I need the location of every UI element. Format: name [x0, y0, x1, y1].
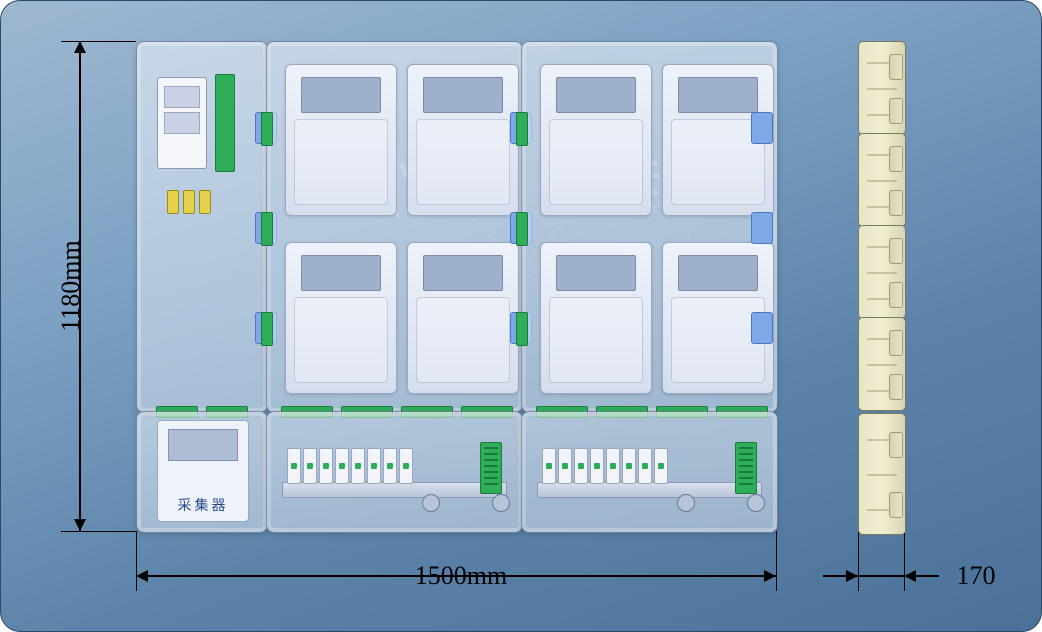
terminal-strip: [215, 74, 235, 172]
dim-line-depth: [823, 575, 939, 577]
arrow-left-icon: [904, 570, 916, 582]
terminal-strip: [516, 212, 528, 246]
panel-control: [136, 41, 268, 413]
knob: [492, 494, 510, 512]
mini-breaker-row: [542, 448, 668, 484]
fuse-row: [167, 190, 211, 214]
meter-module: [285, 64, 397, 216]
mini-breaker-row: [287, 448, 413, 484]
dim-depth-label: 170: [941, 561, 1011, 591]
din-rail: [537, 482, 762, 498]
panel-meters-a: [266, 41, 523, 413]
knob: [747, 494, 765, 512]
panel-meters-b: [521, 41, 778, 413]
hinge-clip: [751, 112, 773, 144]
dim-height-label: 1180mm: [56, 226, 86, 346]
side-section: [858, 41, 906, 135]
hinge-clip: [751, 212, 773, 244]
tick: [61, 41, 136, 42]
terminal-strip: [516, 112, 528, 146]
collector-module: 采集器: [157, 420, 249, 522]
tick: [136, 531, 137, 591]
knob: [677, 494, 695, 512]
diagram-frame: 恒 港 1180mm 1500mm 170: [0, 0, 1042, 632]
side-section-bottom: [858, 413, 906, 535]
arrow-right-icon: [764, 570, 776, 582]
hinge-clip: [751, 312, 773, 344]
side-section: [858, 225, 906, 319]
meter-module: [540, 242, 652, 394]
meter-module: [407, 64, 519, 216]
panel-breakers-a: [266, 411, 523, 533]
side-section: [858, 133, 906, 227]
meter-module: [407, 242, 519, 394]
terminal-block: [735, 442, 757, 494]
dim-width-label: 1500mm: [381, 561, 541, 591]
terminal-strip: [261, 112, 273, 146]
terminal-strip: [261, 212, 273, 246]
panel-breakers-b: [521, 411, 778, 533]
arrow-down-icon: [74, 519, 86, 531]
tick: [61, 531, 136, 532]
side-section: [858, 317, 906, 411]
tick: [904, 531, 905, 591]
terminal-strip: [516, 312, 528, 346]
din-rail: [282, 482, 507, 498]
panel-collector: 采集器: [136, 411, 268, 533]
terminal-strip: [261, 312, 273, 346]
terminal-block: [480, 442, 502, 494]
arrow-left-icon: [136, 570, 148, 582]
tick: [858, 531, 859, 591]
meter-module: [540, 64, 652, 216]
collector-label: 采集器: [158, 495, 248, 515]
meter-module: [285, 242, 397, 394]
arrow-right-icon: [846, 570, 858, 582]
main-breaker: [157, 77, 207, 169]
tick: [776, 531, 777, 591]
arrow-up-icon: [74, 41, 86, 53]
knob: [422, 494, 440, 512]
